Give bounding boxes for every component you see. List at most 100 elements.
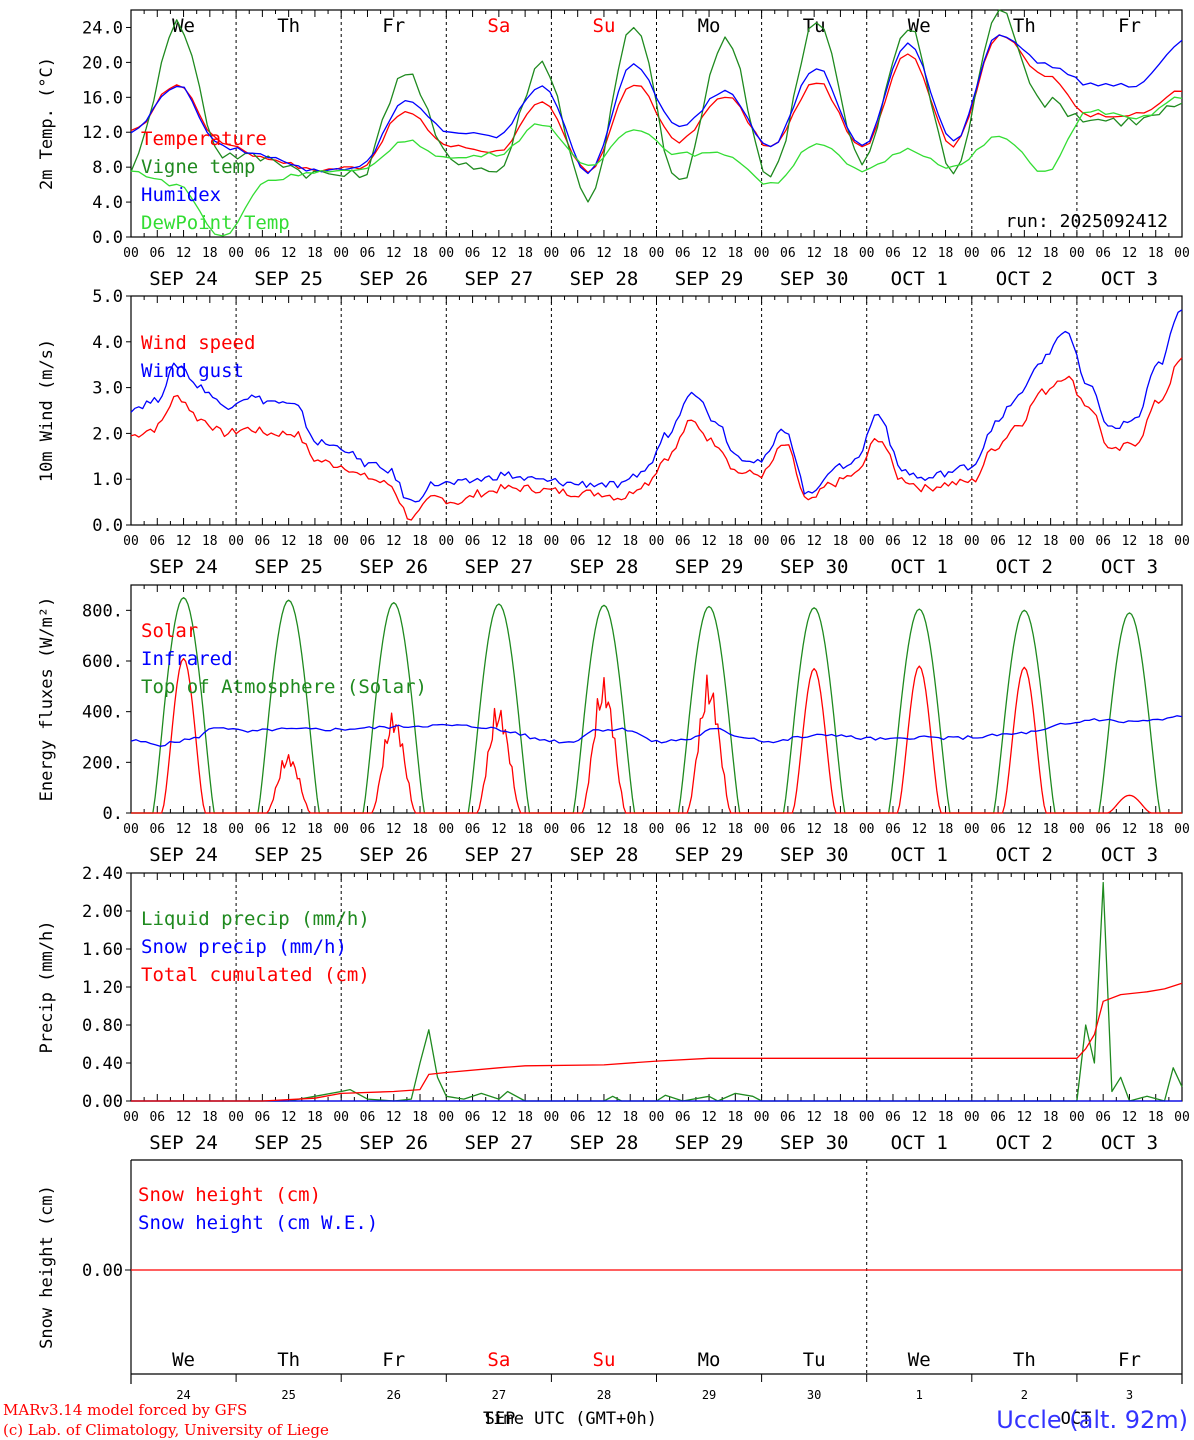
x-date-label: SEP 25	[254, 1132, 323, 1154]
x-hour-label: 12	[911, 822, 927, 837]
x-hour-label: 00	[438, 822, 454, 837]
x-hour-label: 06	[570, 534, 586, 549]
x-hour-label: 18	[622, 1110, 638, 1125]
x-date-label: SEP 26	[359, 556, 428, 578]
x-date-label: OCT 3	[1101, 268, 1158, 290]
x-hour-label: 12	[1017, 822, 1033, 837]
y-tick-label: 24.0	[82, 18, 123, 38]
x-hour-label: 18	[1148, 246, 1164, 261]
x-hour-label: 18	[727, 246, 743, 261]
x-hour-label: 06	[780, 534, 796, 549]
y-tick-label: 600.	[82, 652, 123, 672]
legend-entry: Vigne temp	[141, 156, 255, 178]
x-date-label: SEP 30	[780, 844, 849, 866]
x-hour-label: 18	[938, 534, 954, 549]
series-line-wind	[130, 357, 1183, 521]
weekday-label: Su	[593, 15, 616, 37]
x-hour-label: 06	[465, 1110, 481, 1125]
x-hour-label: 18	[938, 822, 954, 837]
footer-time-label: Time UTC (GMT+0h)	[483, 1409, 657, 1429]
x-hour-label: 18	[622, 534, 638, 549]
run-label: run: 2025092412	[1005, 211, 1168, 232]
footer-month-oct: OCT	[1061, 1409, 1092, 1429]
y-tick-label: 1.0	[92, 470, 123, 490]
weekday-label: Mo	[698, 1349, 721, 1371]
x-hour-label: 18	[1148, 1110, 1164, 1125]
x-hour-label: 12	[386, 534, 402, 549]
x-hour-label: 00	[649, 246, 665, 261]
x-hour-label: 00	[754, 534, 770, 549]
x-hour-label: 18	[1043, 534, 1059, 549]
x-hour-label: 06	[570, 246, 586, 261]
x-date-label: OCT 3	[1101, 844, 1158, 866]
weekday-label: Sa	[487, 1349, 510, 1371]
x-hour-label: 06	[149, 822, 165, 837]
x-hour-label: 12	[1122, 246, 1138, 261]
y-tick-label: 2.40	[82, 864, 123, 884]
x-hour-label: 18	[307, 246, 323, 261]
x-hour-label: 00	[333, 1110, 349, 1125]
x-date-label: SEP 30	[780, 1132, 849, 1154]
x-hour-label: 06	[465, 534, 481, 549]
legend-entry: Snow precip (mm/h)	[141, 936, 347, 958]
x-hour-label: 00	[123, 246, 139, 261]
x-hour-label: 18	[412, 1110, 428, 1125]
x-date-label: SEP 27	[465, 556, 534, 578]
x-hour-label: 12	[386, 246, 402, 261]
x-day-number: 26	[387, 1388, 401, 1402]
series-line-solar	[131, 657, 1182, 814]
weekday-label: We	[908, 1349, 931, 1371]
x-hour-label: 00	[228, 822, 244, 837]
x-hour-label: 00	[333, 822, 349, 837]
x-hour-label: 00	[228, 534, 244, 549]
y-axis-label-4: Precip (mm/h)	[37, 920, 57, 1053]
series-line-temp	[130, 96, 1183, 237]
x-day-number: 29	[702, 1388, 716, 1402]
station-label: Uccle (alt. 92m)	[996, 1406, 1188, 1434]
legend-entry: Temperature	[141, 128, 267, 150]
weekday-label: Mo	[698, 15, 721, 37]
x-hour-label: 18	[833, 822, 849, 837]
x-hour-label: 00	[964, 1110, 980, 1125]
y-tick-label: 1.20	[82, 978, 123, 998]
y-tick-label: 16.0	[82, 88, 123, 108]
x-hour-label: 06	[885, 534, 901, 549]
x-hour-label: 12	[491, 1110, 507, 1125]
x-hour-label: 18	[622, 822, 638, 837]
weekday-label: We	[172, 15, 195, 37]
x-hour-label: 12	[281, 246, 297, 261]
x-hour-label: 00	[859, 246, 875, 261]
series-line-temp	[130, 9, 1183, 203]
footer-model-line2: (c) Lab. of Climatology, University of L…	[3, 1421, 329, 1439]
legend-entry: DewPoint Temp	[141, 212, 290, 234]
series-line-infrared	[130, 715, 1183, 747]
x-date-label: OCT 3	[1101, 1132, 1158, 1154]
x-hour-label: 06	[780, 822, 796, 837]
x-hour-label: 12	[176, 534, 192, 549]
x-hour-label: 12	[176, 822, 192, 837]
y-tick-label: 2.00	[82, 902, 123, 922]
x-hour-label: 06	[465, 822, 481, 837]
x-hour-label: 18	[307, 534, 323, 549]
x-date-label: SEP 26	[359, 844, 428, 866]
x-hour-label: 12	[176, 246, 192, 261]
x-hour-label: 06	[885, 1110, 901, 1125]
x-hour-label: 00	[754, 1110, 770, 1125]
x-hour-label: 18	[727, 534, 743, 549]
y-tick-label: 0.80	[82, 1016, 123, 1036]
x-date-label: OCT 1	[891, 1132, 948, 1154]
x-hour-label: 18	[833, 1110, 849, 1125]
footer-model-line1: MARv3.14 model forced by GFS	[3, 1401, 247, 1419]
x-hour-label: 12	[281, 822, 297, 837]
x-hour-label: 06	[990, 534, 1006, 549]
x-hour-label: 18	[517, 822, 533, 837]
x-hour-label: 18	[412, 246, 428, 261]
x-hour-label: 06	[990, 822, 1006, 837]
x-hour-label: 18	[202, 1110, 218, 1125]
x-hour-label: 06	[780, 1110, 796, 1125]
weekday-label: Fr	[1118, 15, 1141, 37]
weekday-label: We	[908, 15, 931, 37]
x-hour-label: 00	[754, 246, 770, 261]
x-hour-label: 00	[1174, 822, 1190, 837]
x-hour-label: 12	[281, 1110, 297, 1125]
